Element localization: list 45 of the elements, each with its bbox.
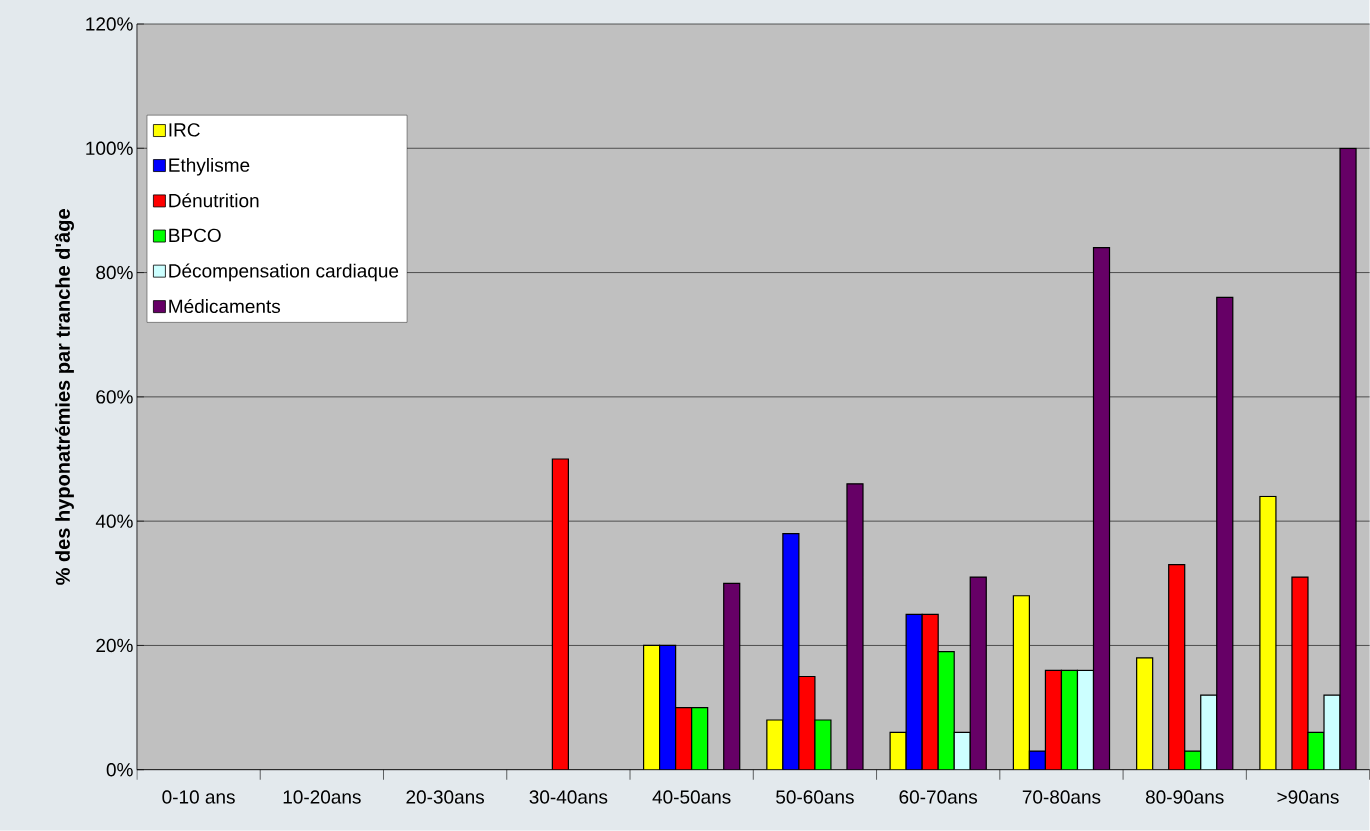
x-tick-label: 30-40ans (529, 790, 608, 804)
bar (938, 651, 955, 770)
x-tick-label: 10-20ans (283, 790, 361, 804)
x-tick-label: 40-50ans (652, 790, 731, 804)
y-tick-label: 100% (86, 141, 133, 156)
y-tick-label: 40% (95, 514, 133, 529)
x-tick-label: 50-60ans (776, 790, 854, 804)
bar (1136, 658, 1153, 770)
bar (766, 720, 783, 770)
bar (1013, 595, 1030, 770)
y-tick-label: 60% (96, 390, 133, 404)
x-tick-label: 20-30ans (406, 790, 485, 804)
x-tick-label: 70-80ans (1022, 790, 1101, 804)
bar (643, 645, 660, 770)
x-tick-label: 60-70ans (899, 790, 978, 804)
y-axis-title: % des hyponatrémies par tranche d'âge (54, 209, 74, 585)
x-tick-label: >90ans (1277, 790, 1339, 804)
bar (1045, 670, 1062, 770)
y-tick-label: 0% (106, 763, 133, 777)
legend-label: BPCO (169, 228, 221, 243)
bar (1216, 297, 1233, 770)
legend-label: IRC (169, 123, 200, 137)
legend-label: Décompensation cardiaque (169, 263, 399, 282)
bar (691, 707, 708, 770)
bar (970, 577, 987, 770)
y-tick-label: 80% (96, 265, 133, 280)
bar (552, 459, 569, 770)
x-tick-label: 0-10 ans (162, 790, 235, 804)
bar (675, 707, 692, 770)
y-tick-label: 120% (86, 17, 133, 31)
legend-label: Ethylisme (169, 158, 250, 176)
bar (1093, 247, 1110, 770)
bar (1077, 670, 1094, 770)
bar (954, 732, 971, 770)
bar (1200, 695, 1217, 770)
x-tick-label: 80-90ans (1145, 790, 1224, 804)
legend-label: Dénutrition (169, 193, 259, 208)
legend-label: Médicaments (169, 299, 281, 314)
bar (922, 614, 939, 770)
bar (1168, 564, 1185, 770)
bar (1061, 670, 1078, 770)
bar (906, 614, 923, 770)
bar (659, 645, 676, 770)
bar (723, 583, 740, 770)
y-tick-label: 20% (96, 638, 133, 653)
